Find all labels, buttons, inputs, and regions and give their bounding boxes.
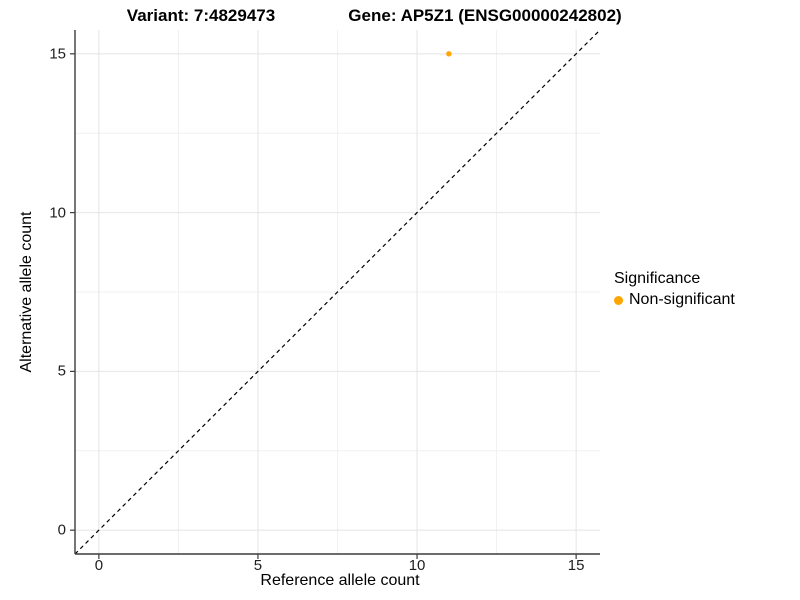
variant-title: Variant: 7:4829473 — [126, 6, 276, 25]
legend: Significance Non-significant — [614, 270, 735, 309]
y-axis-title: Alternative allele count — [18, 211, 35, 373]
legend-item-label: Non-significant — [629, 291, 735, 308]
x-tick-label: 10 — [408, 557, 426, 574]
x-axis-title: Reference allele count — [260, 572, 420, 589]
x-tick-label: 5 — [253, 557, 263, 574]
identity-line — [74, 29, 601, 555]
y-tick-label: 15 — [49, 45, 66, 63]
data-point — [446, 51, 452, 57]
legend-dot-icon — [614, 295, 623, 305]
legend-items: Non-significant — [614, 291, 735, 309]
x-tick-label: 0 — [94, 557, 104, 574]
y-tick-label: 5 — [57, 362, 66, 380]
y-tick-label: 0 — [57, 521, 66, 539]
legend-item: Non-significant — [614, 291, 735, 309]
legend-title: Significance — [614, 270, 701, 287]
y-tick-label: 10 — [49, 204, 66, 222]
gene-title: Gene: AP5Z1 (ENSG00000242802) — [348, 6, 622, 25]
x-tick-label: 15 — [567, 557, 585, 574]
